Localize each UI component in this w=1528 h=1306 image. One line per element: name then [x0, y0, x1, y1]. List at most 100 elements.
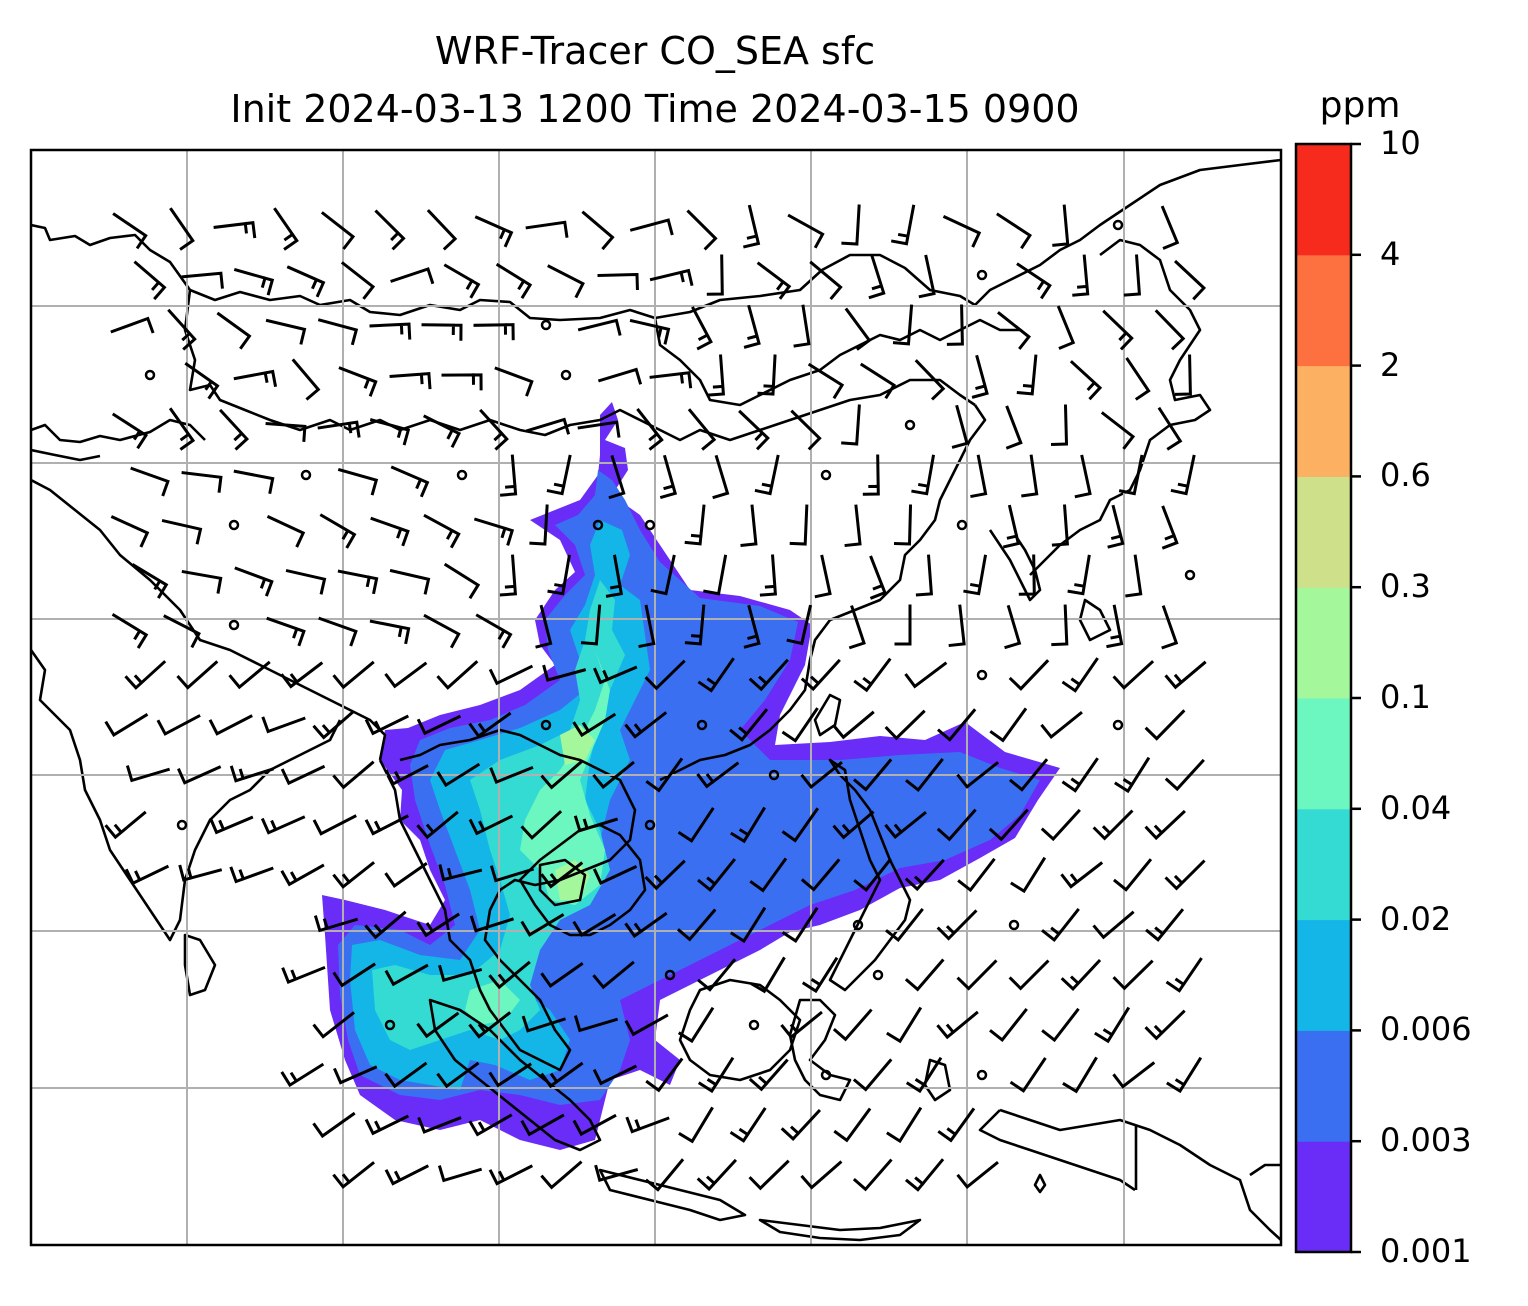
wind-barb: [1060, 958, 1102, 992]
wind-barb: [474, 215, 514, 248]
wind-barb: [416, 1011, 460, 1039]
wind-barb: [1041, 907, 1080, 943]
wind-barb: [1144, 1009, 1186, 1041]
wind-barb: [1060, 861, 1104, 889]
wind-barb: [181, 471, 223, 493]
wind-barb: [605, 554, 624, 598]
wind-barb: [468, 1011, 512, 1039]
wind-barb: [841, 204, 861, 246]
wind-barb: [332, 861, 376, 889]
wind-barb: [625, 1116, 670, 1134]
wind-barb: [488, 960, 531, 990]
wind-barb: [280, 764, 326, 786]
wind-barb: [546, 454, 572, 496]
wind-barb: [234, 566, 274, 597]
wind-barb: [644, 1158, 685, 1192]
wind-barb: [208, 714, 253, 736]
wind-barb: [525, 417, 571, 435]
wind-barb: [743, 304, 761, 349]
wind-barb: [750, 956, 786, 994]
wind-barb: [790, 409, 822, 451]
wind-barb: [318, 616, 358, 647]
wind-barb: [915, 554, 934, 597]
wind-barb: [181, 271, 224, 289]
wind-barb: [1164, 859, 1206, 891]
wind-barb: [184, 362, 220, 400]
wind-barb: [1008, 959, 1050, 991]
wind-barb: [317, 318, 359, 346]
wind-barb: [112, 212, 148, 250]
wind-barb: [384, 862, 428, 888]
wind-barb: [832, 810, 875, 840]
calm-wind-marker: [820, 469, 832, 481]
calm-wind-marker: [540, 719, 552, 731]
wind-barb: [520, 913, 565, 937]
wind-barb: [814, 554, 832, 599]
wind-barb: [886, 1006, 923, 1044]
wind-barb: [807, 362, 845, 400]
wind-barb: [265, 421, 307, 443]
wind-barb: [320, 211, 356, 250]
wind-barb: [573, 815, 619, 833]
wind-barb: [892, 304, 914, 346]
wind-barb: [624, 1013, 669, 1037]
wind-barb: [1008, 758, 1049, 792]
calm-wind-marker: [768, 769, 780, 781]
wind-barb: [384, 661, 428, 689]
wind-barb: [712, 454, 730, 500]
wind-barb: [1145, 908, 1185, 942]
wind-barb: [529, 504, 549, 546]
wind-barb: [885, 907, 924, 943]
wind-barb: [1160, 205, 1180, 250]
wind-barb: [1018, 554, 1036, 596]
wind-barb: [862, 454, 880, 496]
wind-barb: [1056, 305, 1076, 350]
wind-barb: [233, 267, 275, 296]
wind-barb: [374, 209, 406, 251]
wind-barb: [852, 758, 893, 792]
wind-barb: [780, 1010, 823, 1040]
wind-barb: [1173, 259, 1207, 301]
wind-barb: [540, 962, 584, 988]
wind-barb: [853, 857, 892, 893]
wind-barb: [125, 765, 171, 783]
calm-wind-marker: [644, 519, 656, 531]
wind-barb: [691, 306, 713, 351]
wind-barb: [624, 911, 668, 939]
wind-barb: [426, 209, 458, 251]
wind-barb: [918, 254, 936, 299]
wind-barb: [1074, 454, 1092, 499]
calm-wind-marker: [228, 519, 240, 531]
wind-barb: [317, 420, 361, 438]
wind-barb: [748, 1058, 789, 1092]
wind-barb: [748, 658, 789, 692]
wind-barb: [1174, 354, 1192, 396]
wind-barb: [1061, 757, 1099, 793]
wind-barb: [696, 958, 737, 992]
wind-barb: [416, 714, 462, 736]
wind-barb: [905, 1056, 943, 1094]
wind-barb: [312, 1011, 356, 1039]
wind-barb: [499, 554, 518, 597]
wind-barb: [697, 657, 735, 693]
wind-barb: [868, 255, 886, 300]
wind-barb: [649, 268, 694, 287]
wind-barb: [852, 1058, 893, 1092]
wind-barb: [1061, 657, 1099, 693]
wind-barb: [789, 504, 809, 546]
wind-barb: [209, 815, 254, 835]
wind-barb: [729, 1107, 767, 1143]
wind-barb: [265, 318, 307, 345]
wind-barb: [133, 260, 167, 301]
calm-wind-marker: [384, 1019, 396, 1031]
wind-barb: [696, 1158, 738, 1192]
colorbar-tick-label: 0.003: [1380, 1121, 1472, 1160]
colorbar-segment: [1296, 144, 1351, 256]
calm-wind-marker: [904, 419, 916, 431]
colorbar-segment: [1296, 587, 1351, 699]
wind-barb: [577, 318, 622, 336]
wind-barb: [687, 408, 717, 451]
map-panel: [31, 150, 1281, 1245]
wind-barb: [313, 915, 359, 933]
wind-barb: [844, 504, 862, 548]
